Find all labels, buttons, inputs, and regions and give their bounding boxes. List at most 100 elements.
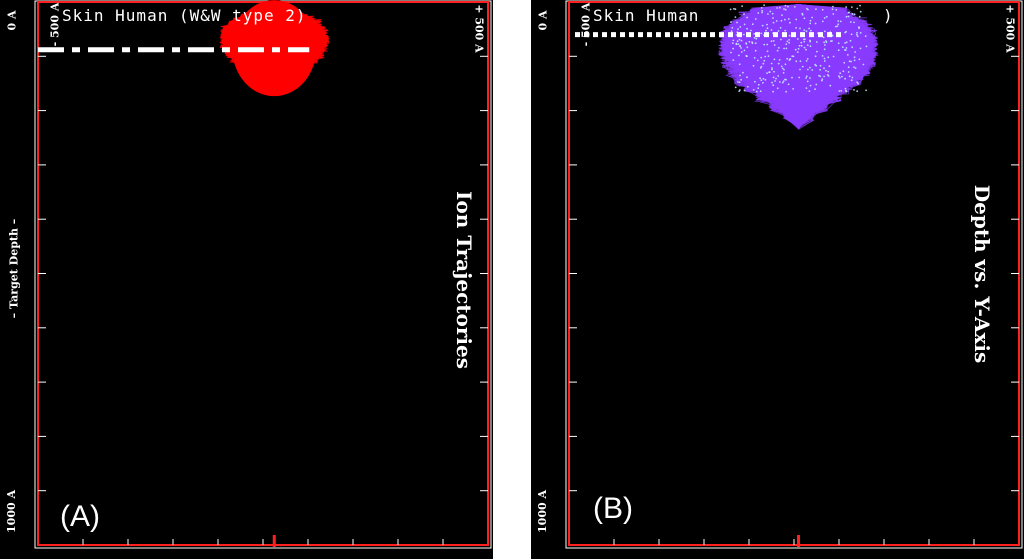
trajectory-highlight [746, 55, 748, 57]
trajectory-highlight [777, 62, 780, 65]
ion-trajectory [751, 4, 864, 87]
trajectory-highlight [777, 30, 780, 32]
trajectory-highlight [859, 32, 862, 34]
trajectory-highlight [757, 87, 760, 90]
trajectory-highlight [771, 12, 774, 15]
trajectory-highlight [814, 55, 817, 58]
trajectory-highlight [767, 13, 769, 15]
trajectory-highlight [746, 46, 749, 49]
trajectory-highlight [739, 45, 741, 48]
trajectory-highlight [847, 71, 850, 73]
panel-b-title: Skin Human [593, 6, 700, 25]
trajectory-highlight [839, 72, 842, 75]
trajectory-highlight [785, 90, 787, 93]
trajectory-highlight [851, 76, 854, 79]
panel-a-tag: (A) [60, 500, 100, 533]
trajectory-highlight [805, 75, 808, 78]
trajectory-highlight [760, 65, 763, 68]
trajectory-highlight [851, 13, 854, 15]
trajectory-highlight [743, 49, 746, 52]
trajectory-highlight [814, 88, 816, 91]
trajectory-highlight [814, 63, 817, 66]
trajectory-highlight [762, 81, 764, 84]
trajectory-highlight [773, 70, 775, 73]
trajectory-highlight [815, 41, 818, 43]
trajectory-highlight [771, 68, 773, 71]
trajectory-highlight [828, 65, 831, 68]
trajectory-highlight [743, 33, 745, 36]
trajectory-highlight [845, 30, 847, 33]
trajectory-highlight [837, 42, 840, 45]
trajectory-highlight [734, 86, 737, 89]
trajectory-highlight [746, 16, 748, 19]
trajectory-highlight [823, 67, 825, 70]
trajectory-highlight [771, 67, 773, 69]
trajectory-highlight [843, 61, 846, 64]
trajectory-highlight [752, 89, 755, 91]
trajectory-highlight [845, 15, 848, 18]
trajectory-highlight [736, 40, 739, 43]
panel-b-y-neg-label: - 500 A [579, 2, 593, 47]
trajectory-highlight [771, 81, 773, 84]
panel-b-tag: (B) [593, 492, 633, 525]
trajectory-highlight [853, 89, 855, 91]
trajectory-highlight [765, 29, 767, 32]
trajectory-highlight [821, 8, 824, 11]
trajectory-highlight [733, 7, 735, 10]
ion-trajectory [727, 4, 869, 119]
ion-trajectory [741, 4, 859, 111]
trajectory-highlight [738, 63, 741, 66]
trajectory-highlight [787, 83, 790, 86]
trajectories [717, 4, 879, 130]
trajectory-highlight [805, 87, 808, 89]
trajectory-highlight [853, 13, 856, 16]
trajectory-highlight [809, 22, 812, 25]
panel-b-y-pos-label: + 500 A [1003, 4, 1017, 53]
trajectory-highlight [809, 66, 811, 69]
trajectory-highlight [829, 84, 832, 87]
trajectory-highlight [762, 77, 765, 80]
trajectory-highlight [837, 20, 840, 22]
trajectory-highlight [792, 88, 794, 90]
trajectory-highlight [837, 23, 840, 26]
trajectory-highlight [850, 33, 853, 36]
trajectory-highlight [809, 84, 812, 87]
trajectory-highlight [822, 36, 825, 39]
trajectory-highlight [797, 47, 800, 50]
trajectory-highlight [853, 59, 856, 62]
trajectory-highlight [760, 32, 763, 35]
trajectory-highlight [784, 8, 787, 11]
trajectory-highlight [729, 8, 732, 11]
trajectory-highlight [730, 30, 733, 33]
trajectory-highlight [800, 41, 803, 44]
trajectory-highlight [814, 22, 817, 25]
trajectory-highlight [746, 76, 748, 79]
trajectory-highlight [819, 64, 822, 67]
trajectory-highlight [743, 23, 746, 26]
trajectory-highlight [855, 33, 858, 36]
trajectory-highlight [779, 81, 781, 83]
trajectory-highlight [821, 78, 824, 80]
trajectory-highlight [763, 43, 766, 46]
trajectory-highlight [759, 77, 761, 80]
trajectory-highlight [779, 6, 781, 9]
trajectory-highlight [857, 82, 859, 85]
trajectory-highlight [764, 55, 767, 58]
trajectory-highlight [769, 10, 772, 13]
trajectory-highlight [825, 69, 827, 72]
trajectory-highlight [795, 18, 798, 21]
trajectory-highlight [764, 78, 767, 81]
trajectory-highlight [825, 15, 828, 18]
trajectory-highlight [809, 19, 812, 22]
trajectory-highlight [808, 90, 811, 92]
trajectory-highlight [789, 58, 791, 61]
trajectory-highlight [776, 49, 779, 52]
trajectory-highlight [815, 83, 818, 86]
trajectory-highlight [838, 90, 841, 92]
trajectory-highlight [783, 8, 785, 10]
ion-trajectory [757, 4, 871, 109]
trajectory-highlight [798, 44, 801, 47]
trajectory-highlight [761, 24, 764, 27]
trajectory-highlight [766, 50, 769, 53]
trajectory-highlight [836, 25, 839, 27]
